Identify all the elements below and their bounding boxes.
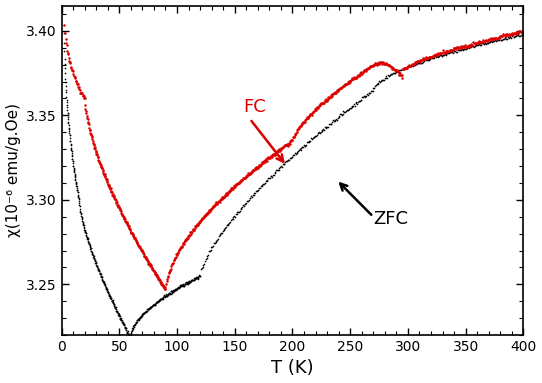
X-axis label: T (K): T (K) xyxy=(271,359,314,377)
Text: FC: FC xyxy=(243,98,266,116)
Y-axis label: χ(10⁻⁶ emu/g.Oe): χ(10⁻⁶ emu/g.Oe) xyxy=(5,103,21,237)
Text: ZFC: ZFC xyxy=(373,210,408,228)
